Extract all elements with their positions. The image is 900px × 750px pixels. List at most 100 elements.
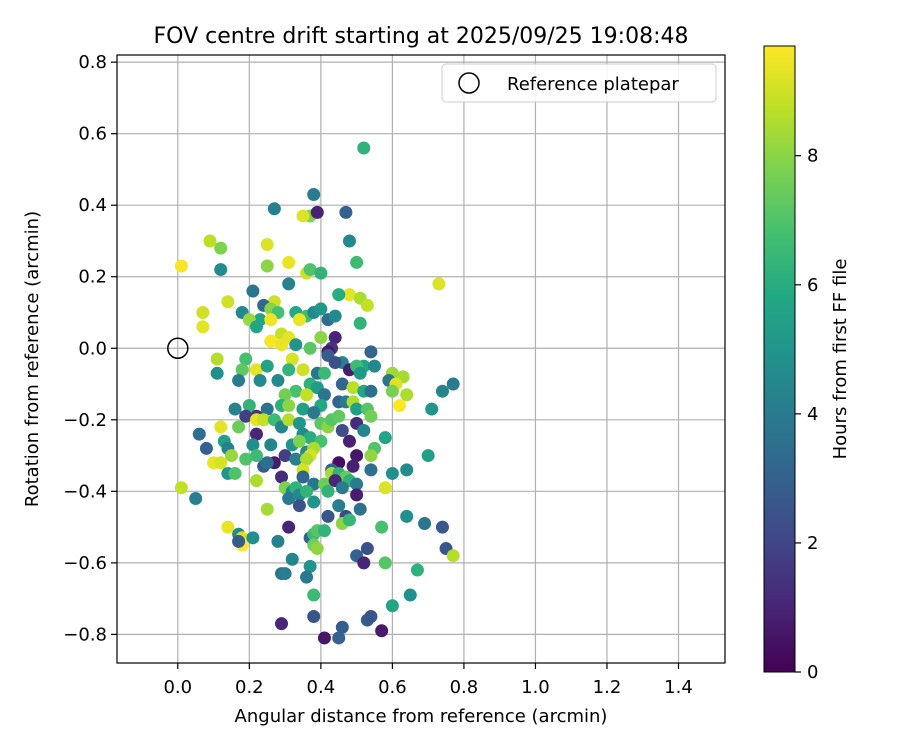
scatter-point: [303, 559, 317, 573]
scatter-point: [292, 434, 306, 448]
scatter-point: [446, 377, 460, 391]
scatter-point: [310, 542, 324, 556]
colorbar-label: Hours from first FF file: [830, 259, 851, 460]
colorbar-ticks: 0 2 4 6 8: [795, 146, 818, 683]
colorbar: [763, 45, 796, 673]
y-tick-label: 0.6: [78, 124, 107, 145]
scatter-point: [364, 463, 378, 477]
x-tick-label: 1.2: [593, 677, 622, 698]
scatter-point: [350, 255, 364, 269]
y-axis-label: Rotation from reference (arcmin): [22, 211, 43, 507]
scatter-point: [214, 456, 228, 470]
scatter-point: [249, 363, 263, 377]
scatter-point: [300, 452, 314, 466]
scatter-point: [425, 402, 439, 416]
scatter-point: [307, 187, 321, 201]
scatter-point: [292, 499, 306, 513]
scatter-point: [214, 420, 228, 434]
scatter-point: [321, 509, 335, 523]
scatter-point: [253, 373, 267, 387]
scatter-point: [378, 556, 392, 570]
x-tick-label: 1.0: [521, 677, 550, 698]
scatter-point: [232, 420, 246, 434]
scatter-point: [342, 288, 356, 302]
scatter-point: [260, 238, 274, 252]
scatter-point: [317, 631, 331, 645]
scatter-point: [292, 313, 306, 327]
scatter-point: [328, 331, 342, 345]
scatter-point: [353, 316, 367, 330]
scatter-point: [174, 259, 188, 273]
scatter-point: [210, 352, 224, 366]
scatter-point: [242, 398, 256, 412]
x-tick-label: 0.0: [163, 677, 192, 698]
scatter-point: [271, 373, 285, 387]
scatter-point: [368, 359, 382, 373]
scatter-point: [232, 373, 246, 387]
scatter-point: [296, 209, 310, 223]
scatter-point: [410, 563, 424, 577]
scatter-point: [282, 491, 296, 505]
scatter-point: [350, 488, 364, 502]
scatter-point: [210, 366, 224, 380]
scatter-point: [278, 449, 292, 463]
scatter-point: [403, 588, 417, 602]
scatter-point: [332, 288, 346, 302]
scatter-point: [307, 406, 321, 420]
scatter-point: [357, 424, 371, 438]
scatter-point: [199, 441, 213, 455]
x-axis-label: Angular distance from reference (arcmin): [235, 706, 608, 727]
y-tick-label: 0.4: [78, 195, 107, 216]
scatter-point: [378, 431, 392, 445]
y-tick-label: −0.4: [63, 481, 107, 502]
scatter-point: [421, 449, 435, 463]
scatter-point: [328, 356, 342, 370]
scatter-point: [393, 398, 407, 412]
legend-marker-circle: [458, 72, 480, 94]
scatter-point: [296, 363, 310, 377]
scatter-point: [317, 524, 331, 538]
scatter-point: [196, 320, 210, 334]
scatter-point: [364, 384, 378, 398]
x-tick-label: 0.6: [378, 677, 407, 698]
scatter-points: [174, 141, 460, 645]
scatter-point: [303, 263, 317, 277]
scatter-point: [375, 520, 389, 534]
scatter-point: [246, 531, 260, 545]
scatter-point: [260, 402, 274, 416]
scatter-point: [350, 402, 364, 416]
grid: [117, 55, 725, 663]
chart-title: FOV centre drift starting at 2025/09/25 …: [154, 24, 689, 49]
scatter-point: [271, 534, 285, 548]
scatter-point: [275, 338, 289, 352]
scatter-point: [360, 542, 374, 556]
scatter-point: [332, 631, 346, 645]
scatter-point: [174, 481, 188, 495]
scatter-point: [289, 384, 303, 398]
scatter-point: [260, 502, 274, 516]
scatter-point: [360, 298, 374, 312]
scatter-point: [228, 466, 242, 480]
scatter-point: [292, 416, 306, 430]
scatter-point: [364, 409, 378, 423]
scatter-point: [275, 617, 289, 631]
scatter-point: [275, 470, 289, 484]
scatter-point: [282, 520, 296, 534]
scatter-point: [260, 259, 274, 273]
scatter-point: [335, 620, 349, 634]
scatter-point: [282, 398, 296, 412]
scatter-point: [235, 363, 249, 377]
scatter-point: [418, 517, 432, 531]
scatter-point: [314, 302, 328, 316]
scatter-point: [435, 384, 449, 398]
scatter-point: [342, 513, 356, 527]
scatter-point: [278, 567, 292, 581]
scatter-point: [239, 409, 253, 423]
y-tick-label: 0.8: [78, 52, 107, 73]
colorbar-tick-label: 6: [807, 275, 818, 296]
scatter-point: [214, 263, 228, 277]
scatter-point: [300, 388, 314, 402]
scatter-point: [321, 484, 335, 498]
scatter-point: [353, 366, 367, 380]
colorbar-tick-label: 4: [807, 404, 818, 425]
